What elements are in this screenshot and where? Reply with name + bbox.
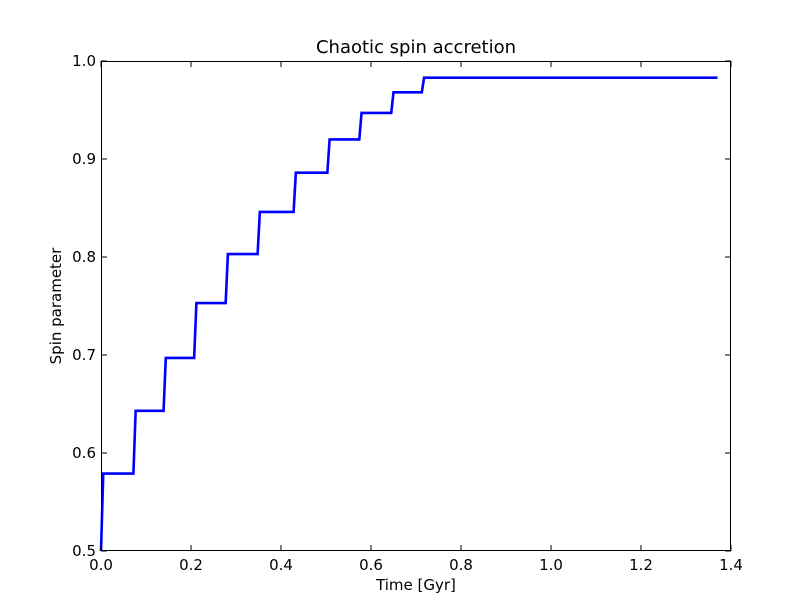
x-tick-label: 0.0	[89, 556, 113, 574]
x-axis: 0.0 0.2 0.4 0.6 0.8 1.0 1.2 1.4	[89, 61, 743, 574]
chart-title: Chaotic spin accretion	[316, 37, 516, 58]
x-tick-label: 0.6	[359, 556, 383, 574]
x-tick-label: 0.4	[269, 556, 293, 574]
x-tick-label: 0.8	[449, 556, 473, 574]
y-tick-label: 0.6	[72, 444, 96, 462]
plot-frame	[101, 61, 731, 551]
x-tick-label: 1.2	[629, 556, 653, 574]
x-axis-label: Time [Gyr]	[375, 576, 456, 594]
series-line-0	[99, 76, 718, 552]
y-tick-label: 0.8	[72, 248, 96, 266]
plot-area	[101, 61, 731, 551]
x-tick-label: 1.0	[539, 556, 563, 574]
y-tick-label: 0.5	[72, 542, 96, 560]
series-layer	[99, 76, 718, 552]
y-tick-label: 0.9	[72, 150, 96, 168]
x-tick-label: 0.2	[179, 556, 203, 574]
y-tick-label: 1.0	[72, 52, 96, 70]
y-axis: 0.5 0.6 0.7 0.8 0.9 1.0	[72, 52, 731, 560]
y-tick-label: 0.7	[72, 346, 96, 364]
x-tick-label: 1.4	[719, 556, 743, 574]
y-axis-label: Spin parameter	[47, 247, 65, 365]
